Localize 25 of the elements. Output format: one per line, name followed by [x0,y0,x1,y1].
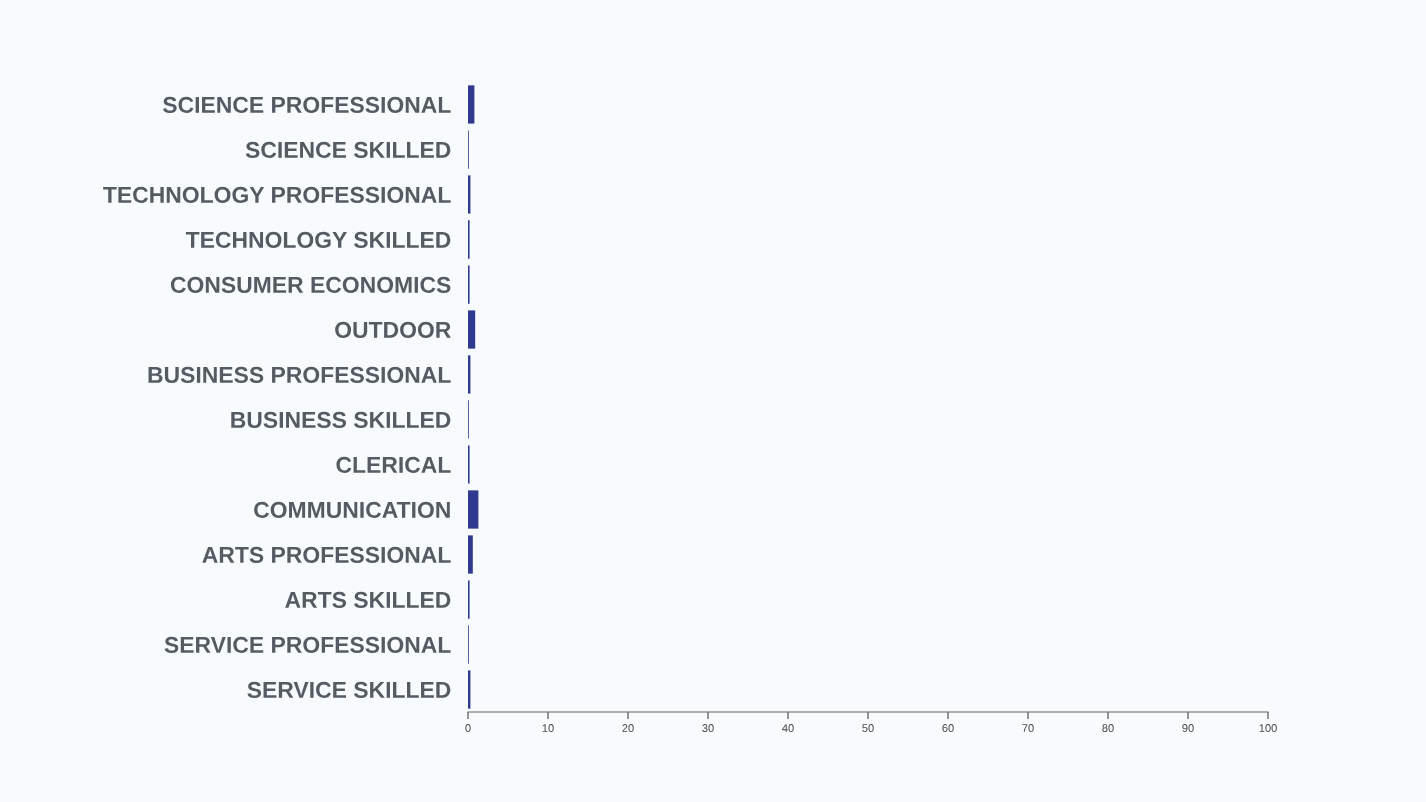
y-tick-label: SERVICE SKILLED [247,681,451,699]
y-tick-label: BUSINESS PROFESSIONAL [148,366,451,384]
y-tick-label: BUSINESS SKILLED [231,411,451,429]
y-tick-label: OUTDOOR [335,321,451,339]
x-tick-label: 30 [702,724,714,732]
x-tick-label: 0 [465,724,471,732]
x-tick-label: 60 [942,724,954,732]
x-tick-label: 50 [862,724,874,732]
x-tick-label: 10 [542,724,554,732]
x-tick-label: 20 [622,724,634,732]
x-tick-label: 100 [1259,724,1277,732]
y-tick-label: ARTS SKILLED [285,591,451,609]
y-tick-label: CLERICAL [336,456,451,474]
y-tick-label: SERVICE PROFESSIONAL [164,636,451,654]
x-tick-label: 80 [1102,724,1114,732]
y-tick-label: COMMUNICATION [254,501,450,519]
y-tick-label: SCIENCE SKILLED [245,141,451,159]
y-tick-label: CONSUMER ECONOMICS [170,276,451,294]
y-tick-label: SCIENCE PROFESSIONAL [162,96,451,114]
y-tick-label: ARTS PROFESSIONAL [202,546,451,564]
y-tick-label: TECHNOLOGY SKILLED [185,231,451,249]
x-tick-label: 40 [782,724,794,732]
y-tick-label: TECHNOLOGY PROFESSIONAL [103,186,451,204]
x-tick-label: 70 [1022,724,1034,732]
x-tick-label: 90 [1182,724,1194,732]
